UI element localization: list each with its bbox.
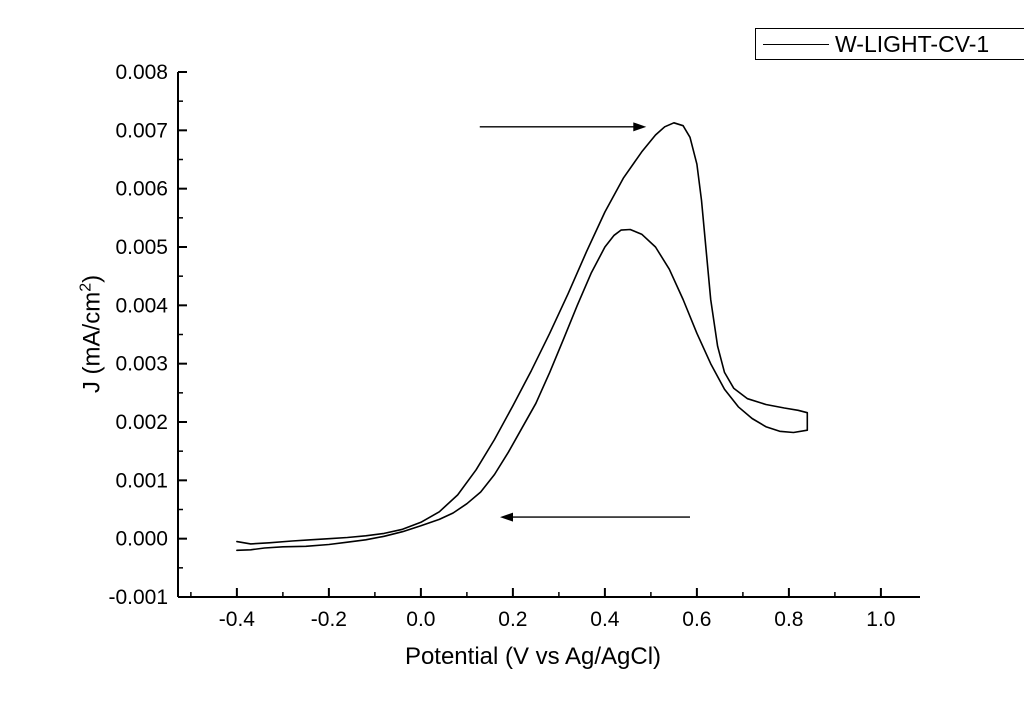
y-axis-label-pre: J (mA/cm xyxy=(78,291,106,394)
scan-arrow-head-left-icon xyxy=(500,512,514,522)
y-tick-label: 0.001 xyxy=(115,469,168,492)
legend: W-LIGHT-CV-1 xyxy=(755,28,1024,60)
y-tick-label: 0.002 xyxy=(115,411,168,434)
y-tick-label: 0.004 xyxy=(115,294,168,317)
x-tick-label: -0.4 xyxy=(219,608,256,631)
y-tick-label: 0.000 xyxy=(115,528,168,551)
y-axis-label-superscript: 2 xyxy=(77,282,95,292)
scan-arrow-head-right-icon xyxy=(633,122,647,132)
x-tick-label: 0.8 xyxy=(774,608,803,631)
y-tick-label: 0.007 xyxy=(115,119,168,142)
x-tick-label: 1.0 xyxy=(866,608,895,631)
x-tick-label: 0.4 xyxy=(590,608,620,631)
x-tick-label: 0.0 xyxy=(406,608,435,631)
y-axis-label-post: ) xyxy=(78,274,106,283)
y-tick-label: 0.005 xyxy=(115,236,168,259)
x-tick-label: 0.2 xyxy=(498,608,527,631)
y-tick-label: 0.006 xyxy=(115,178,168,201)
y-tick-label: 0.003 xyxy=(115,353,168,376)
legend-line-sample xyxy=(763,43,829,45)
cv-curve xyxy=(236,122,809,552)
x-axis-label: Potential (V vs Ag/AgCl) xyxy=(404,643,662,670)
x-tick-label: 0.6 xyxy=(682,608,711,631)
x-tick-label: -0.2 xyxy=(311,608,347,631)
y-tick-label: 0.008 xyxy=(115,61,168,84)
y-tick-label: -0.001 xyxy=(108,586,168,609)
y-axis-label: J (mA/cm2) xyxy=(78,275,107,393)
legend-series-label: W-LIGHT-CV-1 xyxy=(835,30,990,57)
